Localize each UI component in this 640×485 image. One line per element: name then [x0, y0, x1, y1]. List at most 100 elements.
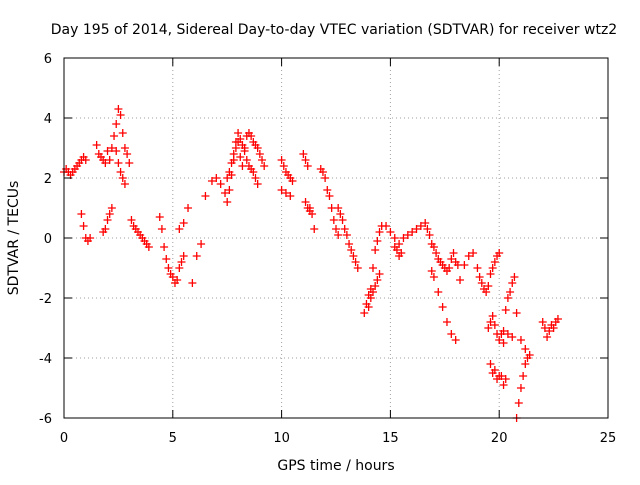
- data-point: [234, 129, 243, 137]
- data-point: [318, 168, 327, 176]
- data-point: [469, 249, 478, 257]
- data-point: [240, 147, 249, 155]
- data-point: [486, 270, 495, 278]
- data-point: [451, 336, 460, 344]
- data-point: [227, 159, 236, 167]
- data-point: [499, 327, 508, 335]
- data-point: [225, 186, 234, 194]
- data-point: [175, 264, 184, 272]
- data-point: [488, 264, 497, 272]
- axis-ticks: 0 5 10 15 20 25 -6 -4 -2 0 2 4 6: [39, 52, 616, 446]
- data-point: [521, 360, 530, 368]
- data-point: [482, 288, 491, 296]
- data-point: [86, 234, 95, 242]
- data-point: [382, 222, 391, 230]
- data-point: [127, 216, 136, 224]
- data-point: [277, 156, 286, 164]
- data-point: [107, 204, 116, 212]
- data-point: [221, 189, 230, 197]
- data-point: [353, 264, 362, 272]
- data-point: [207, 177, 216, 185]
- data-point: [360, 309, 369, 317]
- data-point: [334, 231, 343, 239]
- data-point: [449, 249, 458, 257]
- data-point: [386, 228, 395, 236]
- data-point: [120, 180, 129, 188]
- data-point: [508, 333, 517, 341]
- data-point: [416, 222, 425, 230]
- data-point: [447, 330, 456, 338]
- data-point: [347, 246, 356, 254]
- data-point: [249, 168, 258, 176]
- data-point: [499, 339, 508, 347]
- data-point: [155, 213, 164, 221]
- data-point: [334, 204, 343, 212]
- data-point: [123, 150, 132, 158]
- data-point: [105, 210, 114, 218]
- data-point: [236, 153, 245, 161]
- data-point: [516, 336, 525, 344]
- data-point: [114, 159, 123, 167]
- data-point: [114, 105, 123, 113]
- data-point: [101, 159, 110, 167]
- data-point: [251, 174, 260, 182]
- data-point: [490, 258, 499, 266]
- data-point: [490, 366, 499, 374]
- data-point: [442, 318, 451, 326]
- data-point: [484, 282, 493, 290]
- y-tick-label: 0: [44, 232, 52, 247]
- data-point: [516, 384, 525, 392]
- y-tick-label: 6: [44, 52, 52, 67]
- data-point: [192, 252, 201, 260]
- data-point: [125, 159, 134, 167]
- data-point: [223, 198, 232, 206]
- data-point: [110, 132, 119, 140]
- data-point: [118, 129, 127, 137]
- data-point: [281, 189, 290, 197]
- data-point: [164, 264, 173, 272]
- data-point: [201, 192, 210, 200]
- data-point: [212, 174, 221, 182]
- data-point: [175, 225, 184, 233]
- data-point: [188, 279, 197, 287]
- data-point: [81, 156, 90, 164]
- data-point: [488, 312, 497, 320]
- data-point: [445, 264, 454, 272]
- data-point: [499, 381, 508, 389]
- data-point: [371, 246, 380, 254]
- data-point: [423, 225, 432, 233]
- data-point: [247, 132, 256, 140]
- data-point: [373, 237, 382, 245]
- data-point: [484, 324, 493, 332]
- data-point: [79, 222, 88, 230]
- data-point: [349, 252, 358, 260]
- data-point: [229, 150, 238, 158]
- data-point: [253, 144, 262, 152]
- data-point: [549, 324, 558, 332]
- x-tick-label: 0: [60, 431, 68, 446]
- data-point: [340, 225, 349, 233]
- data-point: [116, 168, 125, 176]
- data-point: [286, 192, 295, 200]
- data-point: [538, 318, 547, 326]
- data-point: [395, 240, 404, 248]
- y-axis-title: SDTVAR / TECUs: [6, 181, 22, 296]
- data-point: [179, 252, 188, 260]
- data-point: [364, 303, 373, 311]
- data-point: [120, 144, 129, 152]
- data-point: [501, 306, 510, 314]
- data-point: [255, 150, 264, 158]
- data-point: [412, 225, 421, 233]
- data-point: [375, 228, 384, 236]
- data-point: [351, 258, 360, 266]
- data-point: [103, 147, 112, 155]
- data-point: [460, 261, 469, 269]
- data-point: [371, 282, 380, 290]
- data-point: [421, 219, 430, 227]
- data-point: [486, 318, 495, 326]
- data-point: [408, 228, 417, 236]
- data-point: [277, 186, 286, 194]
- data-point: [545, 327, 554, 335]
- y-tick-label: 2: [44, 172, 52, 187]
